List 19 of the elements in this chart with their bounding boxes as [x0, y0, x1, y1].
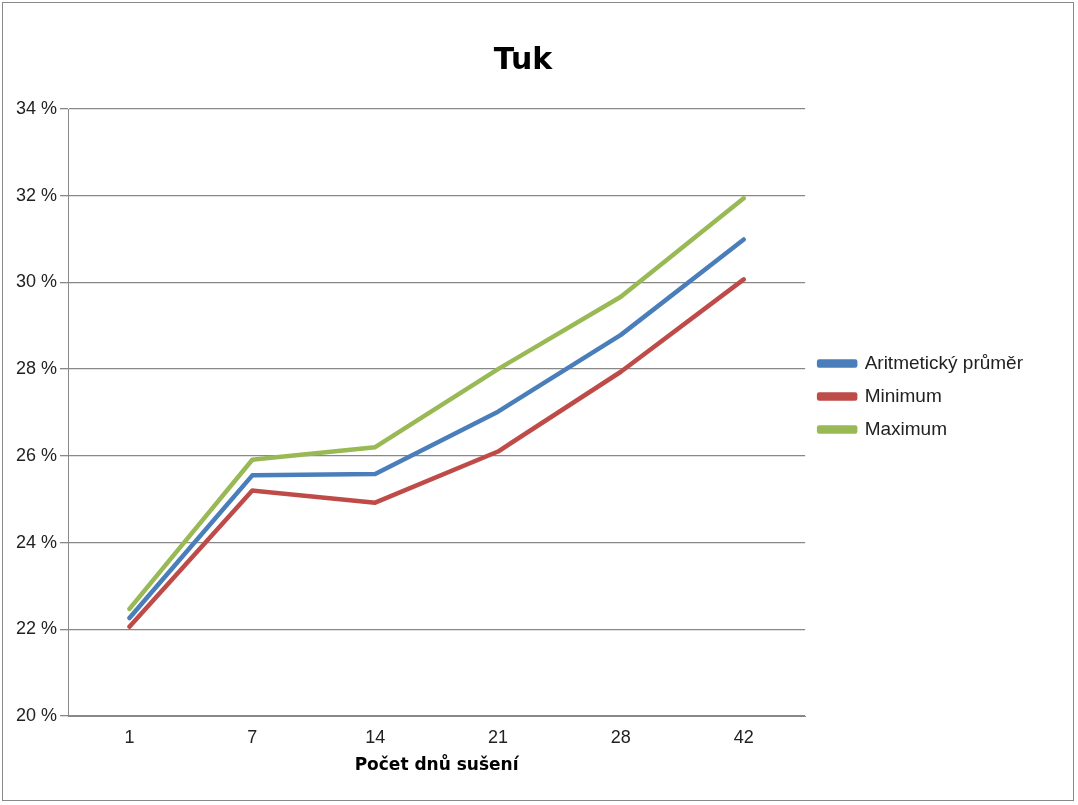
y-tick-label: 28 %	[16, 358, 58, 379]
x-tick-label: 21	[488, 726, 509, 747]
y-tick-label: 22 %	[16, 618, 58, 639]
legend-label: Minimum	[864, 384, 942, 406]
x-tick-label: 14	[365, 726, 386, 747]
x-tick-label: 1	[124, 726, 135, 747]
legend-label: Aritmetický průměr	[864, 351, 1024, 373]
y-tick-label: 34 %	[16, 97, 58, 118]
x-tick-label: 7	[247, 726, 258, 747]
x-tick-label: 42	[733, 726, 754, 747]
y-tick-label: 24 %	[16, 531, 58, 552]
y-tick-label: 30 %	[16, 271, 58, 292]
y-tick-label: 20 %	[16, 704, 58, 725]
y-tick-label: 26 %	[16, 444, 58, 465]
x-axis-title: Počet dnů sušení	[354, 753, 520, 775]
y-tick-label: 32 %	[16, 184, 58, 205]
x-tick-label: 28	[610, 726, 631, 747]
chart-title: Tuk	[493, 40, 554, 76]
legend-label: Maximum	[864, 417, 947, 439]
